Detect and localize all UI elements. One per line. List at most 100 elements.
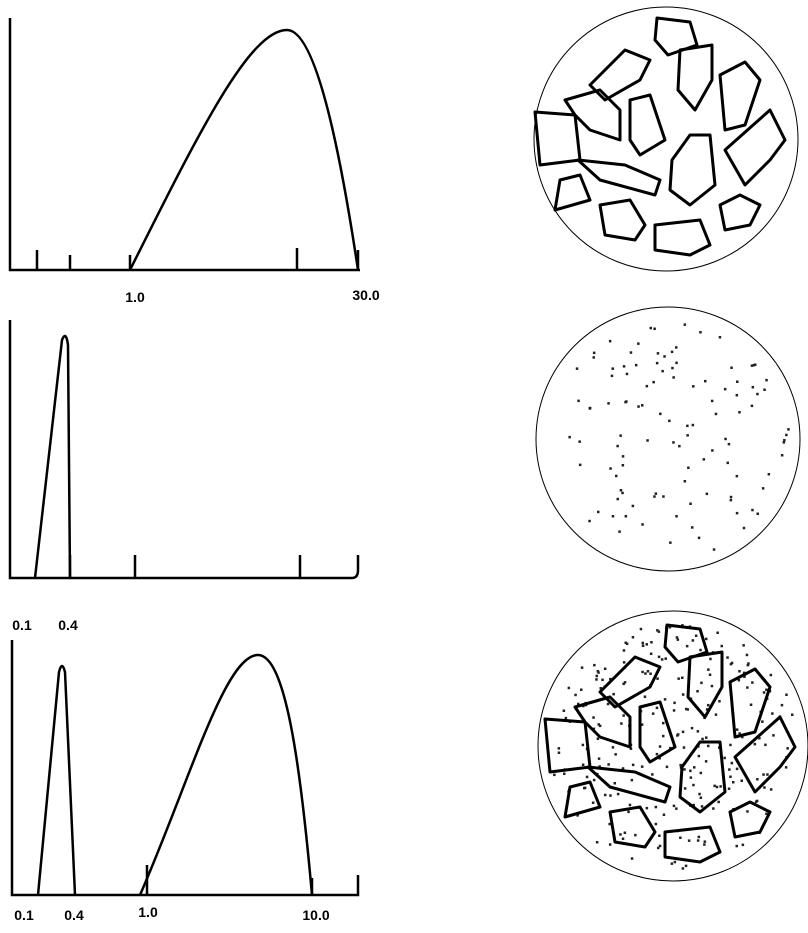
sample-circle: [535, 306, 801, 572]
aggregate-curve: [138, 653, 314, 896]
dot: [763, 786, 766, 789]
dot: [693, 766, 696, 769]
dot: [699, 796, 703, 799]
dot: [621, 455, 625, 458]
dot: [597, 671, 600, 674]
dot: [608, 339, 612, 343]
dot: [660, 658, 664, 661]
dot: [729, 495, 733, 499]
dot: [707, 744, 710, 748]
dot: [703, 840, 707, 843]
dot: [705, 708, 709, 711]
dot: [621, 464, 625, 467]
dot: [681, 676, 684, 679]
dot: [670, 350, 674, 354]
dot: [621, 837, 625, 840]
dot: [659, 412, 662, 416]
dot: [700, 805, 704, 808]
dot: [629, 351, 633, 354]
dot: [729, 775, 732, 778]
dot: [701, 737, 704, 741]
axis-label: 1.0: [138, 904, 158, 920]
dot: [785, 693, 788, 696]
dot: [622, 661, 626, 664]
dot: [611, 515, 615, 518]
dot: [728, 768, 731, 771]
dot: [597, 757, 601, 760]
dot: [735, 767, 739, 771]
dot: [718, 700, 721, 703]
dot: [687, 466, 690, 469]
dot: [710, 684, 714, 688]
dot: [740, 779, 743, 782]
dot: [746, 810, 749, 813]
dot: [700, 681, 703, 685]
dot: [619, 434, 622, 437]
dot: [675, 361, 678, 365]
dot: [596, 737, 600, 740]
dot: [624, 515, 628, 518]
dot: [639, 627, 643, 631]
dot: [762, 773, 765, 776]
dot: [628, 803, 632, 807]
dot: [657, 846, 660, 850]
dot: [736, 380, 739, 383]
dot: [745, 653, 749, 657]
dot: [588, 406, 592, 410]
dot: [641, 644, 645, 647]
dot: [756, 392, 759, 396]
dot: [689, 502, 692, 505]
dot: [658, 757, 661, 760]
dot: [715, 785, 719, 789]
dot: [618, 530, 621, 533]
dot: [717, 800, 720, 804]
dot: [662, 734, 665, 738]
dot: [595, 674, 598, 678]
dot: [581, 763, 585, 766]
dot: [686, 434, 689, 437]
dot: [735, 511, 739, 515]
dot: [705, 637, 708, 641]
dot: [645, 643, 648, 646]
dot: [727, 787, 731, 790]
dot: [741, 735, 744, 739]
dot: [696, 690, 699, 693]
dot: [672, 709, 676, 712]
dot: [607, 402, 610, 405]
dot: [583, 786, 587, 790]
dot: [588, 519, 591, 523]
dot: [641, 404, 644, 407]
dot: [782, 441, 786, 444]
dot: [609, 467, 612, 470]
dot: [686, 424, 689, 428]
dot: [664, 657, 667, 660]
dot: [595, 678, 598, 681]
dot: [651, 773, 654, 776]
dot: [769, 673, 773, 677]
dot: [784, 766, 788, 769]
dot: [742, 526, 746, 530]
dot: [691, 639, 695, 642]
dot: [743, 675, 746, 678]
dot: [619, 489, 623, 492]
dot: [698, 792, 701, 796]
dot: [783, 439, 786, 442]
dot: [597, 510, 600, 514]
dot: [611, 367, 614, 370]
dot: [668, 626, 672, 629]
axis-label: 30.0: [352, 287, 379, 303]
dot: [641, 641, 644, 645]
dot: [671, 366, 674, 370]
dot: [622, 682, 625, 686]
dot: [616, 497, 619, 501]
dot: [785, 433, 788, 437]
dot: [654, 492, 658, 495]
dot: [753, 363, 757, 366]
dot: [735, 394, 739, 397]
ticks: [145, 865, 314, 895]
dot: [608, 843, 612, 846]
dot: [719, 785, 722, 788]
dot: [696, 839, 700, 842]
dot: [681, 867, 685, 870]
dot: [767, 473, 771, 476]
